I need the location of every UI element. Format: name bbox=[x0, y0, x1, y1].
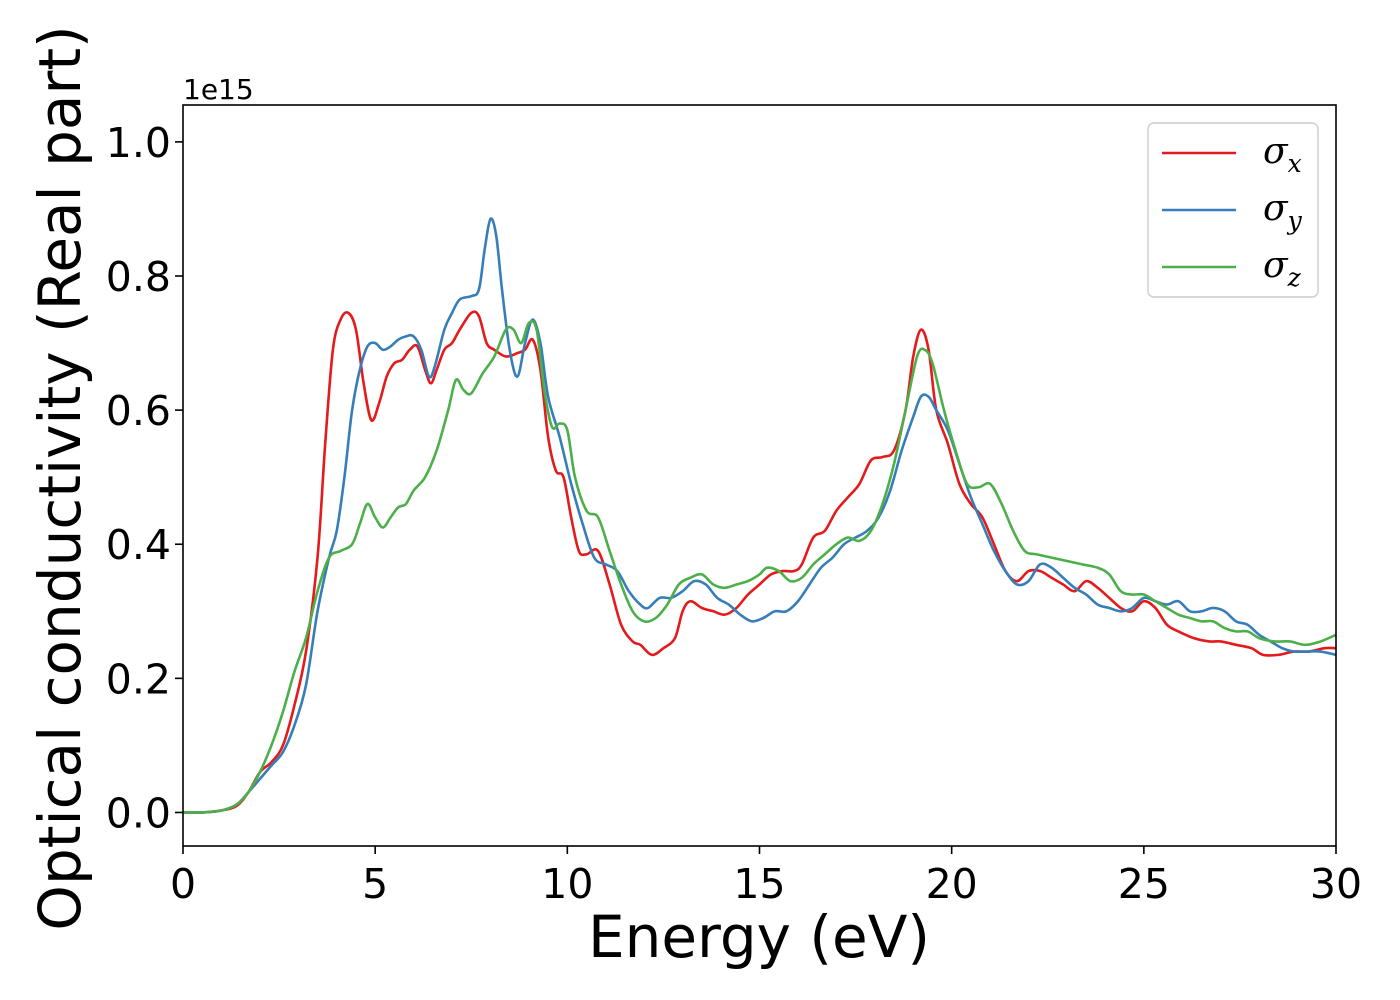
x-axis: 0 5 10 15 20 25 30 bbox=[170, 846, 1362, 908]
legend-label-x: σx bbox=[1263, 131, 1302, 178]
y-axis: 0.0 0.2 0.4 0.6 0.8 1.0 bbox=[106, 119, 183, 837]
y-tick-label: 0.6 bbox=[106, 387, 171, 435]
y-offset-label: 1e15 bbox=[183, 73, 254, 106]
y-tick-label: 0.0 bbox=[106, 789, 171, 837]
x-tick-label: 5 bbox=[362, 860, 388, 908]
legend-label-z: σz bbox=[1263, 245, 1302, 292]
x-tick-label: 15 bbox=[733, 860, 785, 908]
x-tick-label: 0 bbox=[170, 860, 196, 908]
x-tick-label: 10 bbox=[541, 860, 593, 908]
series-line-y bbox=[182, 217, 1337, 814]
y-tick-label: 0.4 bbox=[106, 521, 171, 569]
series-line-z bbox=[182, 319, 1337, 814]
x-tick-label: 30 bbox=[1310, 860, 1362, 908]
y-tick-label: 0.2 bbox=[106, 655, 171, 703]
plot-background bbox=[183, 105, 1336, 846]
series-group bbox=[182, 217, 1337, 814]
legend-label-y: σy bbox=[1263, 188, 1303, 235]
y-tick-label: 0.8 bbox=[106, 253, 171, 301]
y-axis-label: Optical conductivity (Real part) bbox=[26, 25, 94, 930]
legend: σx σy σz bbox=[1147, 122, 1319, 298]
x-axis-label: Energy (eV) bbox=[588, 903, 930, 971]
series-line-x bbox=[182, 310, 1337, 814]
x-tick-label: 20 bbox=[926, 860, 978, 908]
x-tick-label: 25 bbox=[1118, 860, 1170, 908]
y-tick-label: 1.0 bbox=[106, 119, 171, 167]
